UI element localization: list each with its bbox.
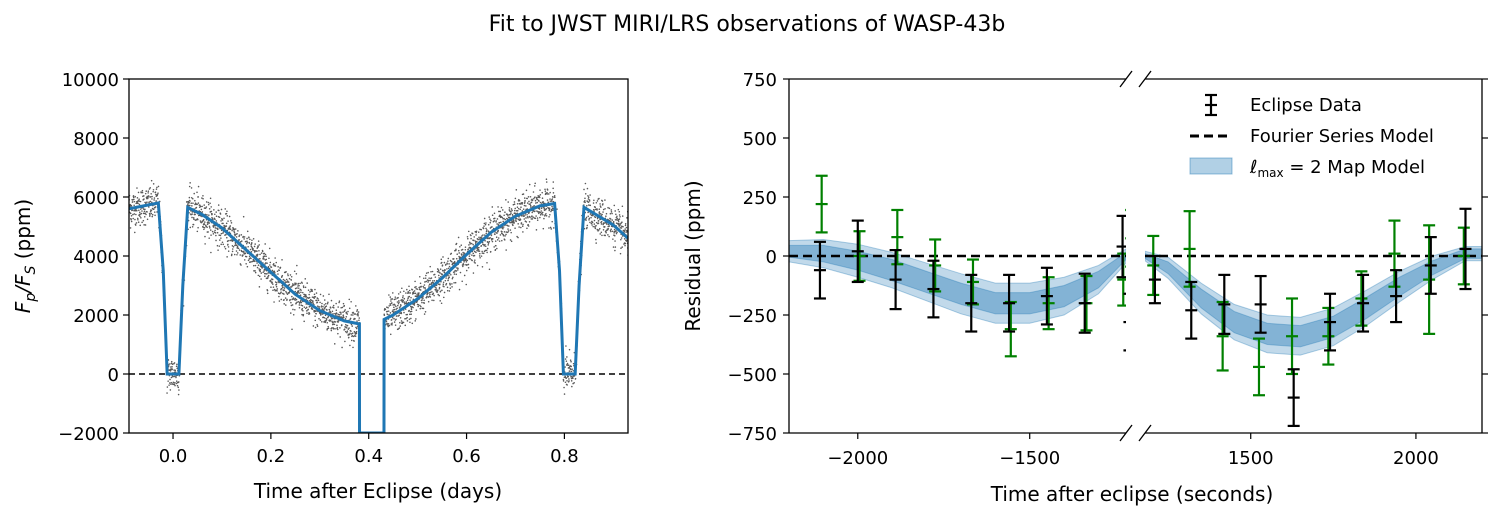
- legend-eclipse-data-marker: [1205, 93, 1217, 117]
- right-panel: −750 −500 −250 0 250 500 750 −2000 −1500 1500 200…: [681, 70, 1488, 506]
- eclipse-data-errorbar: [1003, 273, 1016, 333]
- left-x-tick-label: 0.6: [452, 446, 481, 467]
- residuals-left-segment: [776, 174, 1126, 358]
- right-x-axis-label: Time after eclipse (seconds): [990, 482, 1274, 506]
- residual-x-ticks: −2000 −1500 1500 2000: [827, 433, 1439, 469]
- residual-x-tick-label: −1500: [999, 448, 1060, 469]
- eclipse-data-errorbar: [1218, 273, 1231, 335]
- eclipse-data-errorbar: [1357, 273, 1370, 333]
- secondary-errorbar: [1355, 270, 1368, 327]
- right-y-axis-label: Residual (ppm): [681, 180, 705, 331]
- left-y-tick-label: 10000: [62, 70, 119, 91]
- eclipse-data-errorbar: [927, 259, 940, 319]
- residuals-right-segment: [1145, 207, 1482, 428]
- secondary-errorbar: [853, 230, 866, 282]
- residual-y-tick-label: −250: [728, 306, 777, 327]
- residual-x-tick-label: 1500: [1228, 448, 1274, 469]
- axis-break-marks: [1119, 70, 1152, 442]
- residual-y-tick-label: 750: [743, 70, 777, 91]
- eclipse-data-errorbar: [1185, 280, 1198, 340]
- phase-curve-scatter: [129, 178, 628, 396]
- eclipse-data-errorbar: [1287, 368, 1300, 428]
- secondary-errorbar: [1423, 224, 1436, 335]
- eclipse-data-errorbar: [965, 273, 978, 333]
- residual-x-tick-label: −2000: [827, 448, 888, 469]
- left-x-axis-label: Time after Eclipse (days): [253, 479, 502, 503]
- secondary-errorbar: [1147, 234, 1160, 297]
- left-y-axis-label: Fp/FS (ppm): [11, 199, 39, 313]
- left-axes-frame: [128, 78, 629, 434]
- map-model-inner-band: [1145, 248, 1482, 348]
- secondary-errorbar: [891, 208, 904, 266]
- phase-curve-model-line: [129, 201, 628, 433]
- secondary-errorbar: [1216, 300, 1229, 372]
- eclipse-data-errorbar: [813, 240, 826, 300]
- secondary-errorbar: [776, 211, 788, 268]
- residual-y-tick-label: −500: [728, 365, 777, 386]
- secondary-errorbar: [1004, 300, 1017, 358]
- left-x-tick-label: 0.2: [257, 446, 286, 467]
- secondary-errorbar: [1457, 226, 1470, 286]
- eclipse-data-errorbar: [1424, 236, 1437, 295]
- left-x-tick-label: 0.0: [159, 446, 188, 467]
- left-panel: 0.0 0.2 0.4 0.6 0.8 −2000 0 2000 4000 6000 8000 10…: [11, 70, 629, 503]
- secondary-errorbar: [1286, 297, 1299, 376]
- left-x-tick-label: 0.8: [550, 446, 579, 467]
- residual-y-ticks: −750 −500 −250 0 250 500 750: [728, 70, 1488, 445]
- legend-map-model-label: ℓmax = 2 Map Model: [1249, 157, 1425, 180]
- map-model-outer-band: [789, 238, 1126, 324]
- left-y-tick-label: 4000: [73, 247, 119, 268]
- eclipse-data-errorbar: [1390, 269, 1403, 324]
- legend: Eclipse Data Fourier Series Model ℓmax =…: [1189, 93, 1434, 180]
- secondary-errorbar: [1042, 276, 1055, 331]
- eclipse-data-errorbar: [1459, 207, 1472, 291]
- scatter-points: [129, 178, 628, 396]
- left-y-tick-label: 2000: [73, 306, 119, 327]
- left-x-tick-label: 0.4: [354, 446, 383, 467]
- legend-map-model-swatch: [1189, 157, 1233, 175]
- map-model-outer-band: [1145, 246, 1482, 356]
- residual-x-tick-label: 2000: [1393, 448, 1439, 469]
- eclipse-data-errorbar: [1078, 272, 1091, 334]
- secondary-errorbar: [815, 174, 828, 234]
- left-x-ticks: 0.0 0.2 0.4 0.6 0.8: [159, 433, 579, 467]
- legend-eclipse-data-label: Eclipse Data: [1250, 95, 1362, 116]
- eclipse-data-errorbar: [1116, 214, 1126, 279]
- secondary-errorbar: [1388, 219, 1401, 288]
- secondary-errorbar: [929, 238, 942, 293]
- residual-y-tick-label: 0: [766, 247, 777, 268]
- secondary-errorbar: [1125, 208, 1126, 268]
- secondary-errorbar: [1322, 306, 1335, 366]
- secondary-errorbar: [1183, 210, 1196, 288]
- left-y-tick-label: 6000: [73, 188, 119, 209]
- eclipse-data-errorbar: [1324, 292, 1337, 352]
- eclipse-data-errorbar: [1040, 266, 1053, 326]
- residual-y-tick-label: 500: [743, 129, 777, 150]
- residual-y-tick-label: 250: [743, 188, 777, 209]
- left-y-tick-label: 0: [108, 365, 119, 386]
- eclipse-data-errorbar: [1148, 254, 1161, 305]
- left-y-tick-label: −2000: [58, 424, 119, 445]
- left-y-tick-label: 8000: [73, 129, 119, 150]
- eclipse-data-errorbar: [851, 219, 864, 284]
- eclipse-data-errorbar: [889, 249, 902, 311]
- eclipse-data-errorbar: [1123, 292, 1126, 352]
- legend-fourier-series-label: Fourier Series Model: [1250, 126, 1434, 147]
- secondary-errorbar: [966, 258, 979, 306]
- figure-suptitle: Fit to JWST MIRI/LRS observations of WAS…: [489, 12, 1006, 37]
- eclipse-data-errorbar: [1254, 274, 1267, 334]
- left-y-ticks: −2000 0 2000 4000 6000 8000 10000: [58, 70, 129, 445]
- secondary-errorbar: [1252, 337, 1265, 397]
- residual-y-tick-label: −750: [728, 424, 777, 445]
